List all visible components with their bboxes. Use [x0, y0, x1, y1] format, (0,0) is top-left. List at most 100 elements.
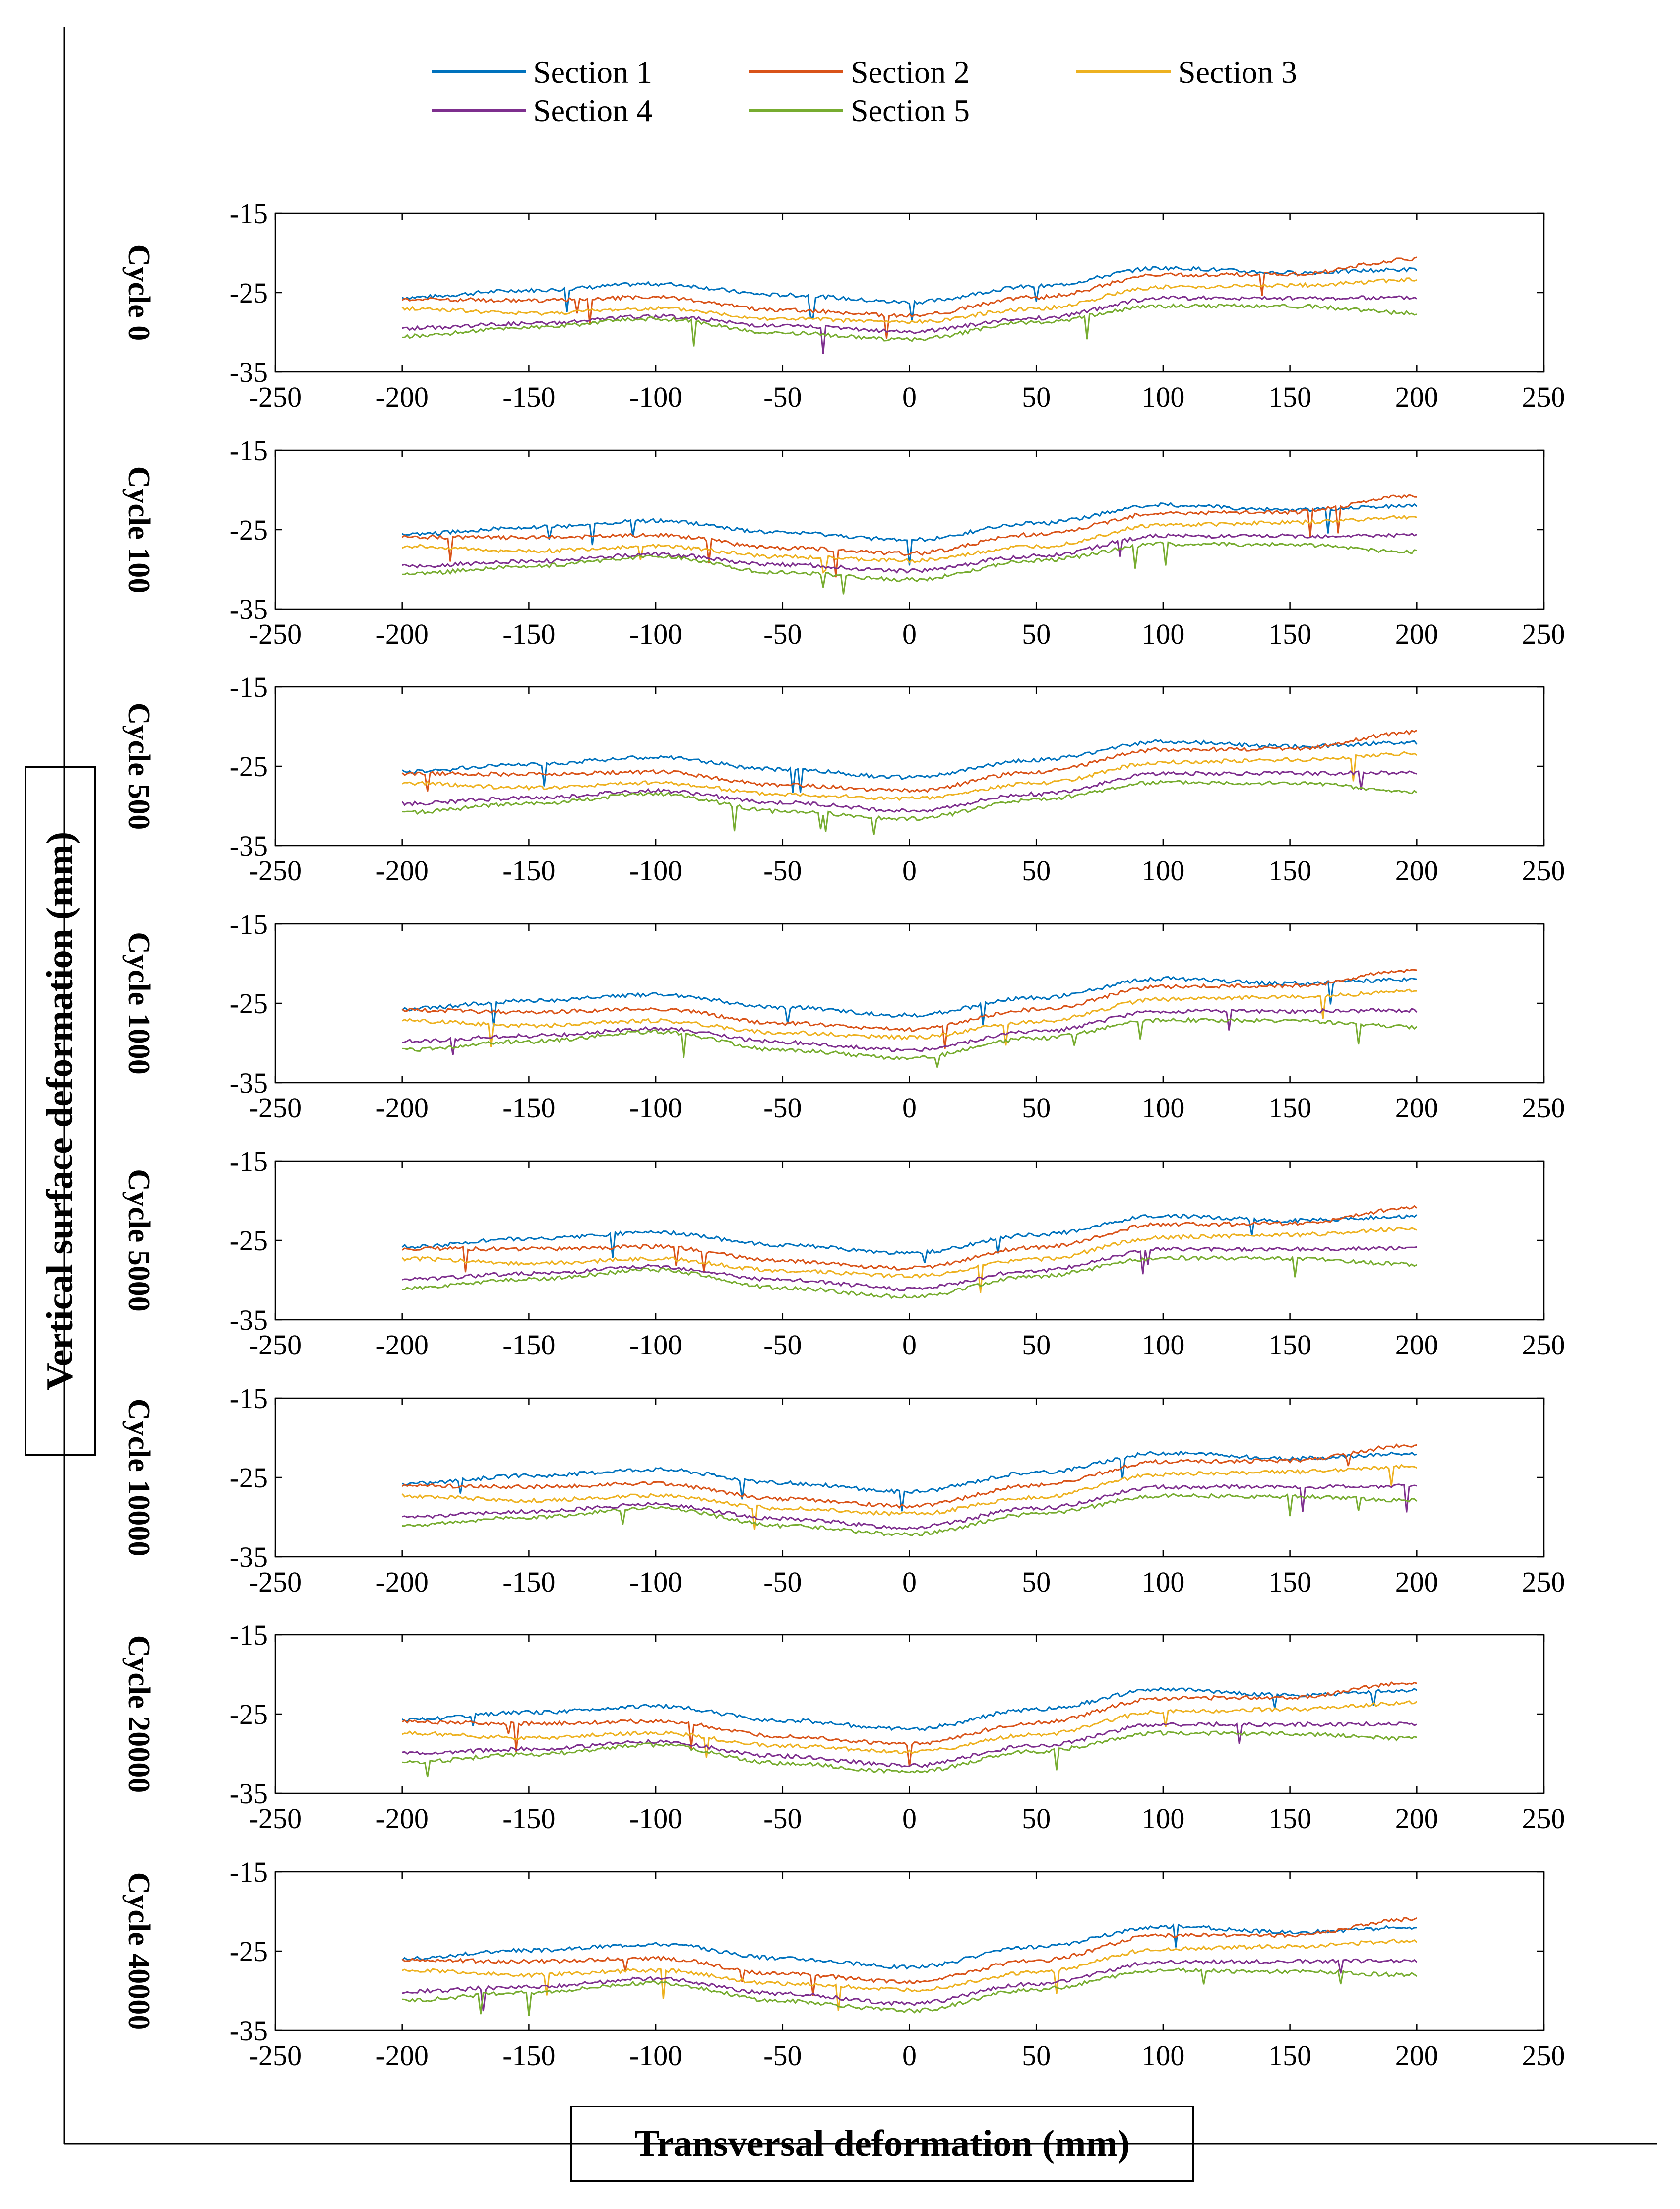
panel-2-title: Cycle 100	[122, 466, 156, 594]
panel-2-xtick-label: 250	[1522, 618, 1565, 650]
panel-1-xtick-label: 250	[1522, 381, 1565, 413]
panel-8-series-3	[402, 1938, 1418, 2011]
panel-2-xtick-label: -200	[376, 618, 429, 650]
panel-1-series-1	[401, 265, 1418, 322]
panel-7-xtick-label: 250	[1522, 1802, 1565, 1835]
panel-8-ytick-label: -25	[230, 1935, 268, 1967]
panel-1-xtick-label: 50	[1022, 381, 1051, 413]
panel-2-series-3	[402, 515, 1417, 574]
legend-label-2: Section 2	[851, 55, 970, 90]
panel-5-axes-box	[274, 1160, 1545, 1321]
panel-8-xtick-label: 50	[1022, 2039, 1051, 2072]
panel-5-series-4	[402, 1245, 1417, 1291]
panel-2-ytick-label: -35	[230, 593, 268, 625]
panel-5-series-3	[401, 1227, 1417, 1293]
panel-2-axes-box	[274, 449, 1545, 610]
panel-2-xtick-label: 100	[1141, 618, 1184, 650]
panel-1-xtick-label: 100	[1141, 381, 1184, 413]
panel-2-xtick-label: 0	[902, 618, 917, 650]
legend-label-1: Section 1	[533, 55, 652, 90]
legend-label-3: Section 3	[1178, 55, 1297, 90]
panel-8-xtick-label: 200	[1395, 2039, 1438, 2072]
panel-1-ytick-label: -15	[230, 197, 268, 230]
legend-label-5: Section 5	[851, 93, 970, 128]
panel-3-series-1	[401, 738, 1418, 793]
panel-5-xtick-label: -100	[629, 1329, 682, 1361]
panel-1-title: Cycle 0	[122, 245, 156, 341]
panel-8-xtick-label: 100	[1141, 2039, 1184, 2072]
panel-4-xtick-label: -100	[629, 1092, 682, 1124]
panel-4-xtick-label: -200	[376, 1092, 429, 1124]
panel-2-xtick-label: -150	[502, 618, 555, 650]
panel-6-series-1	[401, 1450, 1417, 1512]
panel-6-xtick-label: -200	[376, 1566, 429, 1598]
panel-5-ytick-label: -25	[230, 1225, 268, 1257]
panel-7-xtick-label: -150	[502, 1802, 555, 1835]
panel-3-xtick-label: 150	[1268, 855, 1311, 887]
panel-8-xtick-label: 150	[1268, 2039, 1311, 2072]
panel-3-title: Cycle 500	[122, 703, 156, 830]
panel-1-ytick-label: -35	[230, 356, 268, 388]
panel-6-series-4	[402, 1483, 1417, 1531]
panel-1-xtick-label: -250	[249, 381, 302, 413]
panel-6-series-2	[401, 1443, 1417, 1509]
panel-8-series-5	[402, 1967, 1418, 2016]
panel-1-xtick-label: -50	[763, 381, 802, 413]
panel-5-series-1	[401, 1213, 1418, 1264]
panel-1-xtick-label: 150	[1268, 381, 1311, 413]
panel-3-xtick-label: -250	[249, 855, 302, 887]
panel-1-series-2	[401, 256, 1417, 339]
panel-1-xtick-label: 200	[1395, 381, 1438, 413]
panel-8-series-1	[401, 1923, 1417, 1970]
panel-8-xtick-label: -250	[249, 2039, 302, 2072]
panel-6-ytick-label: -35	[230, 1541, 268, 1573]
panel-2-ytick-label: -15	[230, 434, 268, 467]
panel-4-xtick-label: -50	[763, 1092, 802, 1124]
panel-6-title: Cycle 10000	[122, 1399, 156, 1557]
panel-8-xtick-label: -200	[376, 2039, 429, 2072]
panel-5-xtick-label: 250	[1522, 1329, 1565, 1361]
panel-8-xtick-label: 250	[1522, 2039, 1565, 2072]
panel-7-xtick-label: -50	[763, 1802, 802, 1835]
panel-6-xtick-label: 250	[1522, 1566, 1565, 1598]
panel-6-xtick-label: -150	[502, 1566, 555, 1598]
panel-7-ytick-label: -35	[230, 1778, 268, 1810]
panel-4-series-2	[401, 968, 1417, 1049]
panel-4-xtick-label: -250	[249, 1092, 302, 1124]
panel-5-series-2	[401, 1205, 1418, 1273]
panel-6-axes-box	[274, 1397, 1545, 1558]
panel-1-series-3	[401, 277, 1417, 324]
panel-4-xtick-label: 150	[1268, 1092, 1311, 1124]
panel-6-xtick-label: 100	[1141, 1566, 1184, 1598]
panel-3-xtick-label: -150	[502, 855, 555, 887]
panel-8-series-4	[402, 1958, 1418, 2012]
panel-8-ytick-label: -35	[230, 2015, 268, 2047]
panel-8-title: Cycle 40000	[122, 1872, 156, 2030]
panel-7-ytick-label: -25	[230, 1698, 268, 1730]
panel-2-xtick-label: 200	[1395, 618, 1438, 650]
panel-8-ytick-label: -15	[230, 1856, 268, 1888]
panel-4-ytick-label: -35	[230, 1067, 268, 1099]
panel-5-xtick-label: 100	[1141, 1329, 1184, 1361]
panel-1-xtick-label: 0	[902, 381, 917, 413]
panel-4-ytick-label: -15	[230, 908, 268, 940]
panel-4-series-3	[402, 988, 1417, 1047]
panel-3-series-4	[401, 770, 1417, 813]
panel-7-series-1	[401, 1686, 1418, 1731]
panel-1-series-5	[402, 303, 1417, 347]
panel-6-xtick-label: 200	[1395, 1566, 1438, 1598]
panel-3-xtick-label: 100	[1141, 855, 1184, 887]
panel-7-xtick-label: 50	[1022, 1802, 1051, 1835]
panel-4-xtick-label: 50	[1022, 1092, 1051, 1124]
panel-6-series-5	[402, 1493, 1418, 1536]
panel-8-xtick-label: -100	[629, 2039, 682, 2072]
panel-5-xtick-label: -150	[502, 1329, 555, 1361]
panel-3-ytick-label: -35	[230, 830, 268, 862]
panel-3-series-5	[402, 780, 1418, 835]
panel-7-xtick-label: 0	[902, 1802, 917, 1835]
panel-7-xtick-label: 150	[1268, 1802, 1311, 1835]
panel-4-series-4	[402, 1008, 1418, 1055]
panel-3-xtick-label: 50	[1022, 855, 1051, 887]
panel-3-xtick-label: -200	[376, 855, 429, 887]
panel-7-ytick-label: -15	[230, 1619, 268, 1651]
